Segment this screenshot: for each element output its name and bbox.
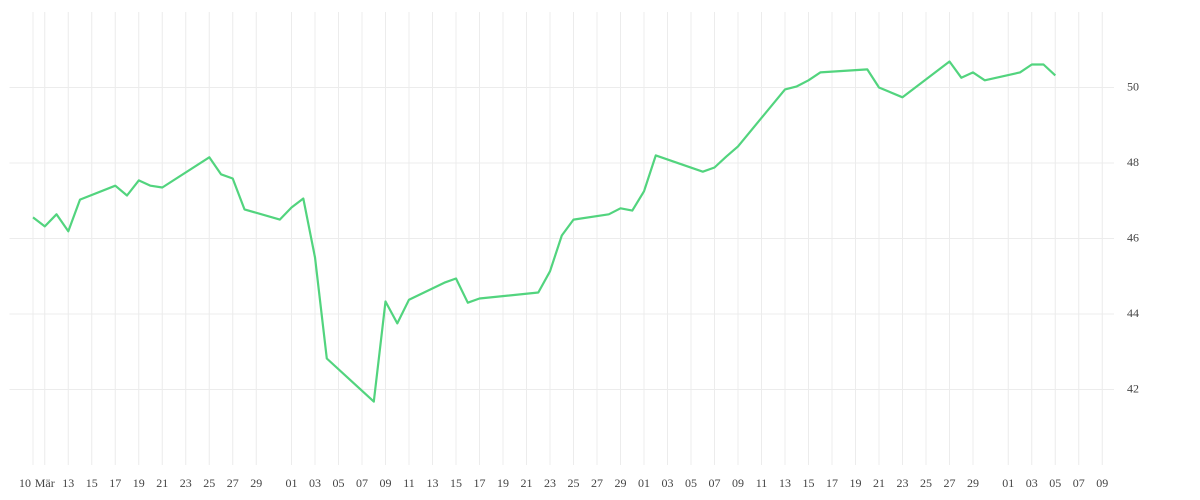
x-tick-label: 25 [920,476,932,490]
line [32,60,1057,403]
x-tick-label: 23 [897,476,909,490]
x-tick-label: 09 [380,476,392,490]
x-tick-label: 27 [227,476,239,490]
x-tick-label: 17 [109,476,121,490]
x-tick-label: 25 [203,476,215,490]
x-tick-label: Mär [35,476,55,490]
x-tick-label: 05 [1049,476,1061,490]
x-tick-label: 21 [521,476,533,490]
x-tick-label: 03 [662,476,674,490]
x-tick-label: 29 [250,476,262,490]
x-tick-label: 17 [474,476,486,490]
y-tick-label: 46 [1127,230,1139,244]
x-tick-label: 17 [826,476,838,490]
x-tick-label: 05 [685,476,697,490]
x-tick-label: 03 [309,476,321,490]
x-tick-label: 19 [850,476,862,490]
x-tick-label: 23 [180,476,192,490]
x-tick-label: 11 [756,476,768,490]
x-tick-label: 19 [133,476,145,490]
x-tick-label: 03 [1026,476,1038,490]
x-tick-label: 29 [615,476,627,490]
x-tick-label: 07 [709,476,721,490]
x-tick-label: 09 [1096,476,1108,490]
x-tick-label: 01 [286,476,298,490]
x-tick-label: 01 [638,476,650,490]
x-tick-label: 15 [803,476,815,490]
x-tick-label: 10 [19,476,31,490]
x-tick-label: 25 [568,476,580,490]
y-tick-label: 42 [1127,381,1139,395]
x-tick-label: 21 [156,476,168,490]
x-tick-label: 13 [62,476,74,490]
x-tick-label: 07 [356,476,368,490]
x-tick-label: 15 [86,476,98,490]
y-tick-label: 50 [1127,79,1139,93]
x-tick-label: 09 [732,476,744,490]
x-tick-label: 29 [967,476,979,490]
x-tick-label: 13 [427,476,439,490]
x-tick-label: 11 [403,476,415,490]
x-tick-label: 07 [1073,476,1085,490]
x-tick-label: 23 [544,476,556,490]
x-tick-label: 13 [779,476,791,490]
x-tick-label: 19 [497,476,509,490]
x-tick-label: 21 [873,476,885,490]
y-tick-label: 48 [1127,155,1139,169]
y-tick-label: 44 [1127,306,1139,320]
x-tick-label: 27 [944,476,956,490]
x-tick-label: 05 [333,476,345,490]
x-tick-label: 01 [1002,476,1014,490]
x-tick-label: 15 [450,476,462,490]
x-tick-label: 27 [591,476,603,490]
